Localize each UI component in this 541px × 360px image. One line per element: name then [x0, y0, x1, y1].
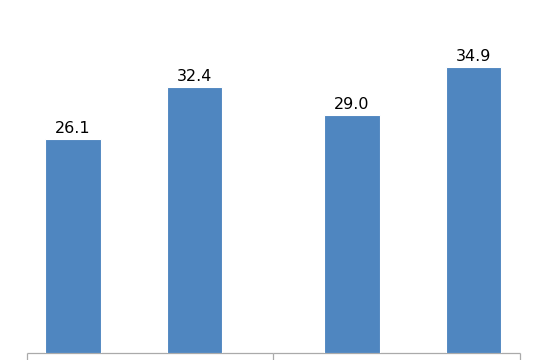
Bar	[45, 139, 101, 353]
Text: 29.0: 29.0	[334, 97, 370, 112]
Bar	[167, 87, 222, 353]
Text: 26.1: 26.1	[55, 121, 91, 136]
Bar	[446, 67, 502, 353]
Text: 32.4: 32.4	[177, 69, 212, 84]
Text: 34.9: 34.9	[456, 49, 491, 64]
Bar	[324, 115, 380, 353]
